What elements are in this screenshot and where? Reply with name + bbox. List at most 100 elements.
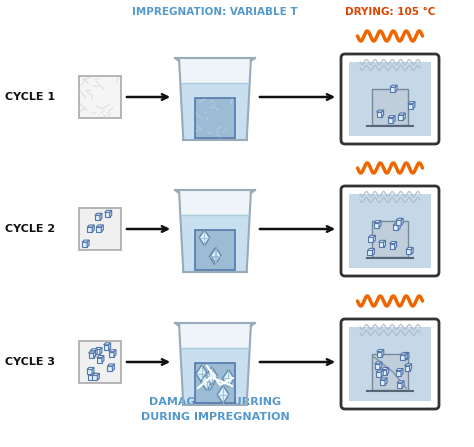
Polygon shape bbox=[400, 355, 405, 360]
Polygon shape bbox=[109, 352, 114, 357]
Polygon shape bbox=[390, 241, 397, 244]
Polygon shape bbox=[97, 358, 102, 363]
Polygon shape bbox=[100, 213, 102, 220]
Polygon shape bbox=[104, 345, 109, 350]
Polygon shape bbox=[375, 364, 380, 369]
Polygon shape bbox=[396, 218, 403, 220]
Polygon shape bbox=[108, 364, 115, 366]
Polygon shape bbox=[390, 87, 395, 92]
Polygon shape bbox=[398, 115, 403, 120]
FancyBboxPatch shape bbox=[372, 354, 408, 390]
Polygon shape bbox=[82, 242, 87, 247]
Polygon shape bbox=[95, 347, 102, 350]
Polygon shape bbox=[368, 237, 374, 242]
FancyBboxPatch shape bbox=[79, 208, 121, 250]
Text: DRYING: 105 °C: DRYING: 105 °C bbox=[345, 7, 435, 17]
Polygon shape bbox=[395, 85, 397, 92]
Polygon shape bbox=[210, 249, 220, 265]
Text: DAMAGE OCCURRING: DAMAGE OCCURRING bbox=[149, 397, 281, 407]
Polygon shape bbox=[383, 240, 385, 247]
Polygon shape bbox=[405, 353, 407, 360]
FancyBboxPatch shape bbox=[341, 186, 439, 276]
Polygon shape bbox=[104, 343, 110, 345]
Polygon shape bbox=[88, 373, 95, 375]
Polygon shape bbox=[102, 355, 104, 363]
FancyBboxPatch shape bbox=[349, 194, 431, 268]
Polygon shape bbox=[379, 221, 381, 228]
Polygon shape bbox=[95, 349, 97, 356]
Polygon shape bbox=[375, 362, 382, 364]
Polygon shape bbox=[390, 244, 395, 249]
Polygon shape bbox=[406, 248, 413, 249]
Polygon shape bbox=[395, 241, 397, 249]
Polygon shape bbox=[401, 218, 403, 225]
Polygon shape bbox=[179, 323, 251, 348]
Polygon shape bbox=[376, 370, 383, 372]
Polygon shape bbox=[100, 347, 102, 354]
Polygon shape bbox=[380, 378, 387, 380]
Polygon shape bbox=[96, 225, 103, 227]
Polygon shape bbox=[180, 348, 250, 405]
Polygon shape bbox=[206, 367, 218, 385]
Polygon shape bbox=[396, 371, 401, 375]
Polygon shape bbox=[397, 381, 404, 383]
Polygon shape bbox=[90, 351, 95, 356]
Polygon shape bbox=[377, 351, 382, 357]
Polygon shape bbox=[408, 101, 415, 104]
Polygon shape bbox=[87, 370, 92, 375]
Polygon shape bbox=[105, 212, 109, 217]
FancyBboxPatch shape bbox=[195, 363, 235, 403]
Polygon shape bbox=[101, 225, 103, 232]
Polygon shape bbox=[387, 367, 389, 375]
Polygon shape bbox=[396, 369, 403, 371]
Polygon shape bbox=[373, 249, 374, 255]
Polygon shape bbox=[397, 383, 402, 388]
Polygon shape bbox=[87, 240, 89, 247]
Polygon shape bbox=[388, 116, 395, 118]
Polygon shape bbox=[401, 369, 403, 375]
Polygon shape bbox=[390, 85, 397, 87]
Polygon shape bbox=[210, 248, 221, 264]
Polygon shape bbox=[199, 230, 210, 246]
Polygon shape bbox=[398, 113, 405, 115]
Polygon shape bbox=[92, 225, 94, 232]
Polygon shape bbox=[402, 352, 409, 354]
Polygon shape bbox=[112, 364, 115, 371]
Polygon shape bbox=[109, 343, 110, 350]
Polygon shape bbox=[393, 116, 395, 122]
Polygon shape bbox=[382, 370, 387, 375]
Polygon shape bbox=[393, 225, 398, 230]
Polygon shape bbox=[406, 249, 411, 254]
FancyBboxPatch shape bbox=[349, 62, 431, 136]
Polygon shape bbox=[196, 365, 208, 383]
Polygon shape bbox=[180, 215, 250, 272]
Polygon shape bbox=[201, 372, 212, 391]
Polygon shape bbox=[179, 190, 251, 215]
Polygon shape bbox=[376, 372, 381, 377]
Polygon shape bbox=[105, 211, 112, 212]
Polygon shape bbox=[93, 373, 95, 380]
Polygon shape bbox=[374, 223, 379, 228]
Polygon shape bbox=[379, 240, 385, 242]
Polygon shape bbox=[382, 110, 383, 117]
Polygon shape bbox=[377, 112, 382, 117]
FancyBboxPatch shape bbox=[195, 98, 235, 138]
Polygon shape bbox=[404, 364, 411, 366]
Text: CYCLE 1: CYCLE 1 bbox=[5, 92, 55, 102]
FancyBboxPatch shape bbox=[341, 54, 439, 144]
FancyBboxPatch shape bbox=[372, 221, 408, 257]
Polygon shape bbox=[403, 113, 405, 120]
FancyBboxPatch shape bbox=[372, 89, 408, 125]
Polygon shape bbox=[92, 367, 94, 375]
Polygon shape bbox=[379, 242, 383, 247]
Polygon shape bbox=[393, 223, 400, 225]
Text: CYCLE 2: CYCLE 2 bbox=[5, 224, 55, 234]
Polygon shape bbox=[380, 380, 385, 385]
Polygon shape bbox=[381, 370, 383, 377]
Polygon shape bbox=[385, 378, 387, 385]
Polygon shape bbox=[367, 249, 374, 250]
Polygon shape bbox=[95, 213, 102, 215]
Polygon shape bbox=[396, 220, 401, 225]
Polygon shape bbox=[411, 248, 413, 254]
FancyBboxPatch shape bbox=[349, 327, 431, 401]
